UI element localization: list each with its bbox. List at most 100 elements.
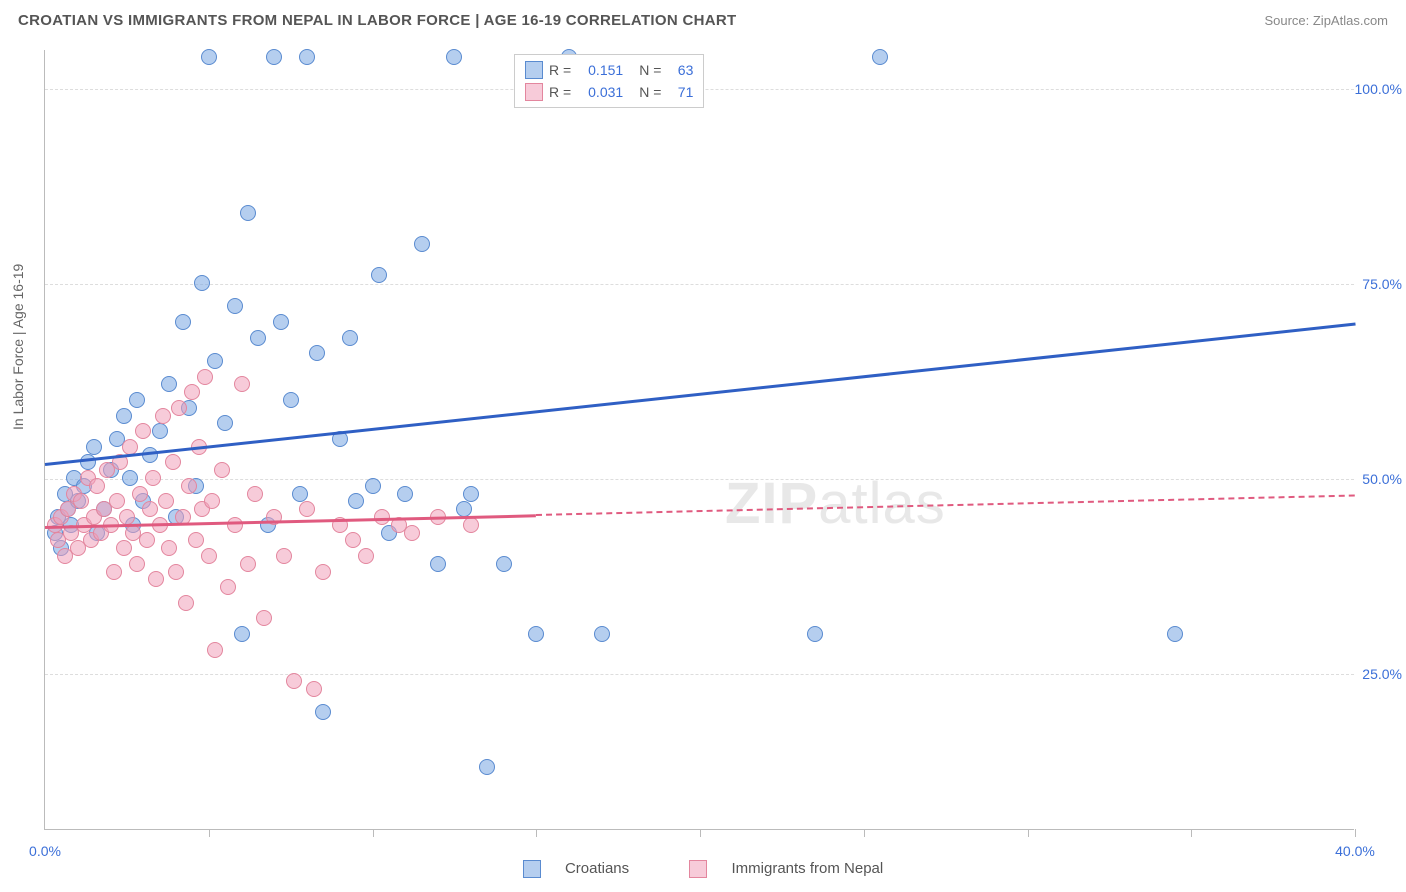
legend-stats-row: R =0.151N =63 [521, 59, 697, 81]
data-point [286, 673, 302, 689]
data-point [188, 532, 204, 548]
data-point [86, 439, 102, 455]
legend-stats-row: R = 0.031 N = 71 [521, 81, 697, 103]
data-point [345, 532, 361, 548]
data-point [122, 470, 138, 486]
x-tick [700, 829, 701, 837]
data-point [148, 571, 164, 587]
data-point [234, 626, 250, 642]
data-point [171, 400, 187, 416]
data-point [240, 556, 256, 572]
legend-swatch-nepal [689, 860, 707, 878]
data-point [155, 408, 171, 424]
data-point [404, 525, 420, 541]
legend-label-nepal: Immigrants from Nepal [732, 860, 884, 877]
data-point [165, 454, 181, 470]
legend-swatch-croatians [523, 860, 541, 878]
legend-stats-box: R = 0.151 N = 63 R = 0.031 N = 71 [514, 54, 704, 108]
n-value: 71 [667, 84, 693, 100]
data-point [348, 493, 364, 509]
data-point [266, 49, 282, 65]
data-point [315, 704, 331, 720]
data-point [256, 610, 272, 626]
data-point [446, 49, 462, 65]
data-point [119, 509, 135, 525]
data-point [276, 548, 292, 564]
n-label: N = [639, 62, 661, 78]
data-point [73, 493, 89, 509]
gridline [45, 479, 1354, 480]
x-tick [1028, 829, 1029, 837]
data-point [463, 486, 479, 502]
data-point [1167, 626, 1183, 642]
r-value: 0.031 [577, 84, 623, 100]
data-point [161, 376, 177, 392]
data-point [594, 626, 610, 642]
data-point [358, 548, 374, 564]
watermark: ZIPatlas [725, 470, 946, 537]
data-point [414, 236, 430, 252]
data-point [306, 681, 322, 697]
data-point [430, 556, 446, 572]
data-point [109, 493, 125, 509]
data-point [201, 49, 217, 65]
y-tick-label: 100.0% [1354, 81, 1404, 97]
data-point [250, 330, 266, 346]
data-point [227, 517, 243, 533]
data-point [116, 408, 132, 424]
x-tick [536, 829, 537, 837]
data-point [129, 392, 145, 408]
x-tick [1355, 829, 1356, 837]
data-point [194, 275, 210, 291]
x-tick [1191, 829, 1192, 837]
data-point [168, 564, 184, 580]
data-point [371, 267, 387, 283]
data-point [197, 369, 213, 385]
data-point [309, 345, 325, 361]
x-tick [864, 829, 865, 837]
data-point [872, 49, 888, 65]
x-tick-label: 40.0% [1335, 843, 1375, 859]
data-point [456, 501, 472, 517]
n-label: N = [639, 84, 661, 100]
x-tick [209, 829, 210, 837]
data-point [227, 298, 243, 314]
chart-title: CROATIAN VS IMMIGRANTS FROM NEPAL IN LAB… [18, 12, 736, 29]
data-point [240, 205, 256, 221]
data-point [299, 49, 315, 65]
data-point [273, 314, 289, 330]
data-point [181, 478, 197, 494]
data-point [184, 384, 200, 400]
data-point [158, 493, 174, 509]
data-point [161, 540, 177, 556]
gridline [45, 284, 1354, 285]
legend-swatch [525, 61, 543, 79]
data-point [145, 470, 161, 486]
data-point [207, 353, 223, 369]
data-point [89, 478, 105, 494]
data-point [217, 415, 233, 431]
r-value: 0.151 [577, 62, 623, 78]
x-tick-label: 0.0% [29, 843, 61, 859]
data-point [139, 532, 155, 548]
data-point [135, 423, 151, 439]
chart-plot-area: ZIPatlas 25.0%50.0%75.0%100.0%0.0%40.0% [44, 50, 1354, 830]
gridline [45, 674, 1354, 675]
data-point [178, 595, 194, 611]
legend-label-croatians: Croatians [565, 860, 629, 877]
data-point [528, 626, 544, 642]
data-point [142, 501, 158, 517]
data-point [463, 517, 479, 533]
trend-line [45, 323, 1355, 466]
data-point [365, 478, 381, 494]
data-point [283, 392, 299, 408]
r-label: R = [549, 84, 571, 100]
data-point [132, 486, 148, 502]
legend-bottom: Croatians Immigrants from Nepal [0, 860, 1406, 878]
n-value: 63 [667, 62, 693, 78]
data-point [204, 493, 220, 509]
data-point [496, 556, 512, 572]
data-point [299, 501, 315, 517]
x-tick [373, 829, 374, 837]
data-point [479, 759, 495, 775]
